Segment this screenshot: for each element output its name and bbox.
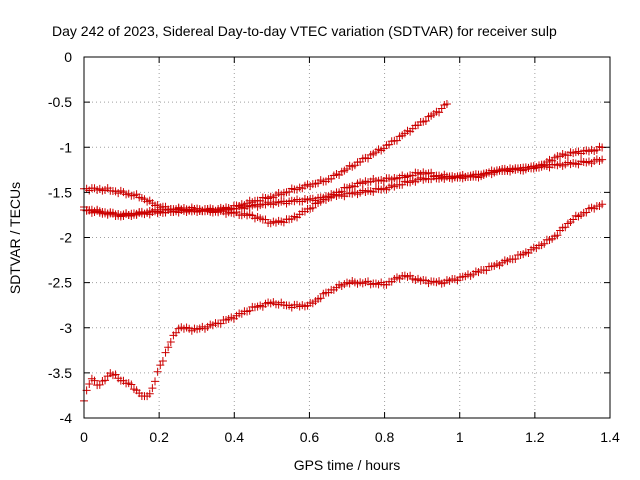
axis-ticks [83, 56, 611, 419]
data-point-track-D [90, 376, 99, 385]
y-axis-tick-labels: 0 -0.5 -1 -1.5 -2 -2.5 -3 -3.5 -4 [48, 49, 72, 426]
data-point-track-A [308, 203, 317, 212]
data-point-track-D [172, 328, 181, 337]
x-tick-label: 0.4 [225, 429, 245, 445]
data-point-track-D [316, 294, 325, 303]
data-point-track-D [101, 376, 110, 385]
x-axis-tick-labels: 0 0.2 0.4 0.6 0.8 1 1.2 1.4 [80, 429, 620, 445]
y-tick-label: -4 [60, 410, 73, 426]
data-point-track-D [145, 389, 154, 398]
data-point-track-D [164, 343, 173, 352]
x-tick-label: 0.2 [149, 429, 169, 445]
grid-lines [84, 57, 610, 418]
data-point-track-B [392, 136, 401, 145]
data-point-track-D [151, 377, 160, 386]
y-tick-label: -2.5 [48, 275, 72, 291]
y-tick-label: -1.5 [48, 184, 72, 200]
y-axis-title: SDTVAR / TECUs [7, 182, 23, 294]
data-point-track-B [421, 116, 430, 125]
data-points [80, 99, 607, 405]
x-tick-label: 1.2 [525, 429, 545, 445]
data-point-track-D [153, 367, 162, 376]
data-point-track-D [553, 231, 562, 240]
y-tick-label: -0.5 [48, 94, 72, 110]
y-tick-label: -2 [60, 230, 73, 246]
y-tick-label: -3.5 [48, 365, 72, 381]
y-tick-label: 0 [64, 49, 72, 65]
data-point-track-D [85, 380, 94, 389]
y-tick-label: -1 [60, 139, 73, 155]
data-point-track-D [598, 200, 607, 209]
data-point-track-D [156, 361, 165, 370]
y-tick-label: -3 [60, 320, 73, 336]
data-point-track-D [158, 357, 167, 366]
data-point-track-D [127, 380, 136, 389]
x-tick-label: 0.8 [375, 429, 395, 445]
x-tick-label: 1 [456, 429, 464, 445]
data-point-track-B [442, 99, 451, 108]
x-tick-label: 0.6 [300, 429, 320, 445]
x-tick-label: 1.4 [600, 429, 620, 445]
x-tick-label: 0 [80, 429, 88, 445]
chart-title: Day 242 of 2023, Sidereal Day-to-day VTE… [52, 23, 557, 39]
data-point-track-D [161, 348, 170, 357]
data-point-track-D [166, 338, 175, 347]
data-point-track-D [540, 239, 549, 248]
data-point-track-D [148, 384, 157, 393]
x-axis-title: GPS time / hours [294, 457, 401, 473]
data-point-track-A [598, 155, 607, 164]
